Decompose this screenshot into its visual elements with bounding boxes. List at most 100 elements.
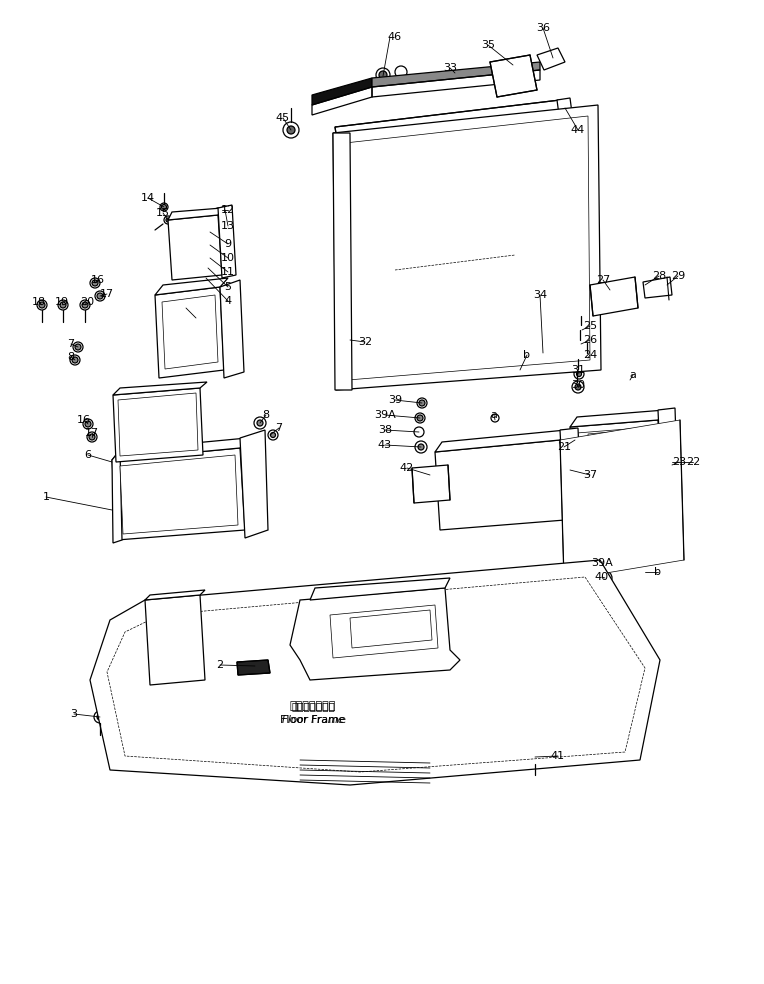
Polygon shape xyxy=(112,450,122,543)
Circle shape xyxy=(531,753,539,761)
Text: フロアフレーム: フロアフレーム xyxy=(290,701,336,711)
Text: 7: 7 xyxy=(276,423,283,433)
Polygon shape xyxy=(435,430,566,452)
Polygon shape xyxy=(590,277,638,316)
Text: 22: 22 xyxy=(686,457,700,467)
Circle shape xyxy=(60,302,66,308)
Polygon shape xyxy=(435,440,565,530)
Polygon shape xyxy=(155,278,228,295)
Text: 16: 16 xyxy=(77,415,91,425)
Circle shape xyxy=(137,527,143,533)
Text: 46: 46 xyxy=(388,32,402,42)
Circle shape xyxy=(601,574,609,582)
Text: 11: 11 xyxy=(221,267,235,277)
Circle shape xyxy=(85,421,91,427)
Text: 37: 37 xyxy=(583,470,597,480)
Polygon shape xyxy=(168,215,222,280)
Text: 16: 16 xyxy=(91,275,105,285)
Polygon shape xyxy=(350,610,432,648)
Circle shape xyxy=(82,302,88,308)
Text: 8: 8 xyxy=(263,410,270,420)
Polygon shape xyxy=(537,48,565,70)
Text: 23: 23 xyxy=(672,457,686,467)
Polygon shape xyxy=(658,408,678,500)
Polygon shape xyxy=(333,105,601,390)
Circle shape xyxy=(39,302,45,308)
Circle shape xyxy=(418,444,424,450)
Text: b: b xyxy=(655,567,662,577)
Circle shape xyxy=(577,372,581,377)
Text: 33: 33 xyxy=(443,63,457,73)
Polygon shape xyxy=(570,410,665,427)
Text: 32: 32 xyxy=(358,337,372,347)
Polygon shape xyxy=(112,438,247,460)
Polygon shape xyxy=(290,588,460,680)
Text: 31: 31 xyxy=(571,365,585,375)
Circle shape xyxy=(161,205,167,210)
Circle shape xyxy=(600,563,604,568)
Circle shape xyxy=(190,312,206,328)
Text: 29: 29 xyxy=(671,271,685,281)
Text: 8: 8 xyxy=(67,352,75,362)
Polygon shape xyxy=(218,205,236,278)
Polygon shape xyxy=(577,427,655,496)
Text: 1: 1 xyxy=(43,492,50,502)
Circle shape xyxy=(548,57,554,63)
Polygon shape xyxy=(333,133,352,390)
Text: 39: 39 xyxy=(388,395,402,405)
Text: 34: 34 xyxy=(533,290,547,300)
Circle shape xyxy=(578,341,584,346)
Circle shape xyxy=(92,280,98,286)
Text: 36: 36 xyxy=(536,23,550,33)
Polygon shape xyxy=(557,98,572,115)
Text: 24: 24 xyxy=(583,350,597,360)
Circle shape xyxy=(419,400,425,406)
Circle shape xyxy=(166,218,170,222)
Polygon shape xyxy=(240,430,268,538)
Circle shape xyxy=(72,357,78,363)
Text: 18: 18 xyxy=(32,297,46,307)
Text: 44: 44 xyxy=(571,125,585,135)
Polygon shape xyxy=(345,116,590,380)
Polygon shape xyxy=(118,393,198,456)
Text: 26: 26 xyxy=(583,335,597,345)
Text: 35: 35 xyxy=(481,40,495,50)
Polygon shape xyxy=(113,388,203,462)
Text: 13: 13 xyxy=(221,221,235,231)
Polygon shape xyxy=(90,560,660,785)
Text: 2: 2 xyxy=(216,660,224,670)
Polygon shape xyxy=(330,605,438,658)
Polygon shape xyxy=(162,295,218,369)
Text: 30: 30 xyxy=(571,380,585,390)
Text: b: b xyxy=(523,350,530,360)
Text: Floor Frame: Floor Frame xyxy=(282,715,344,725)
Circle shape xyxy=(379,71,387,79)
Circle shape xyxy=(668,445,674,451)
Text: 40: 40 xyxy=(595,572,609,582)
Text: 21: 21 xyxy=(557,442,571,452)
Polygon shape xyxy=(335,100,562,140)
Text: 27: 27 xyxy=(596,275,610,285)
Circle shape xyxy=(97,293,103,299)
Text: 9: 9 xyxy=(225,239,231,249)
Polygon shape xyxy=(107,577,645,772)
Text: 45: 45 xyxy=(276,113,290,123)
Polygon shape xyxy=(372,62,540,87)
Text: 19: 19 xyxy=(55,297,69,307)
Polygon shape xyxy=(120,455,238,534)
Text: 39A: 39A xyxy=(374,410,396,420)
Text: 43: 43 xyxy=(378,440,392,450)
Polygon shape xyxy=(220,280,244,378)
Text: 17: 17 xyxy=(100,289,114,299)
Text: 42: 42 xyxy=(400,463,414,473)
Text: 4: 4 xyxy=(225,296,231,306)
Polygon shape xyxy=(112,448,245,540)
Text: 14: 14 xyxy=(141,193,155,203)
Circle shape xyxy=(580,328,584,333)
Circle shape xyxy=(97,714,103,720)
Text: 20: 20 xyxy=(80,297,94,307)
Text: Floor Frame: Floor Frame xyxy=(280,715,346,725)
Circle shape xyxy=(417,415,423,421)
Polygon shape xyxy=(168,208,222,220)
Polygon shape xyxy=(412,465,450,503)
